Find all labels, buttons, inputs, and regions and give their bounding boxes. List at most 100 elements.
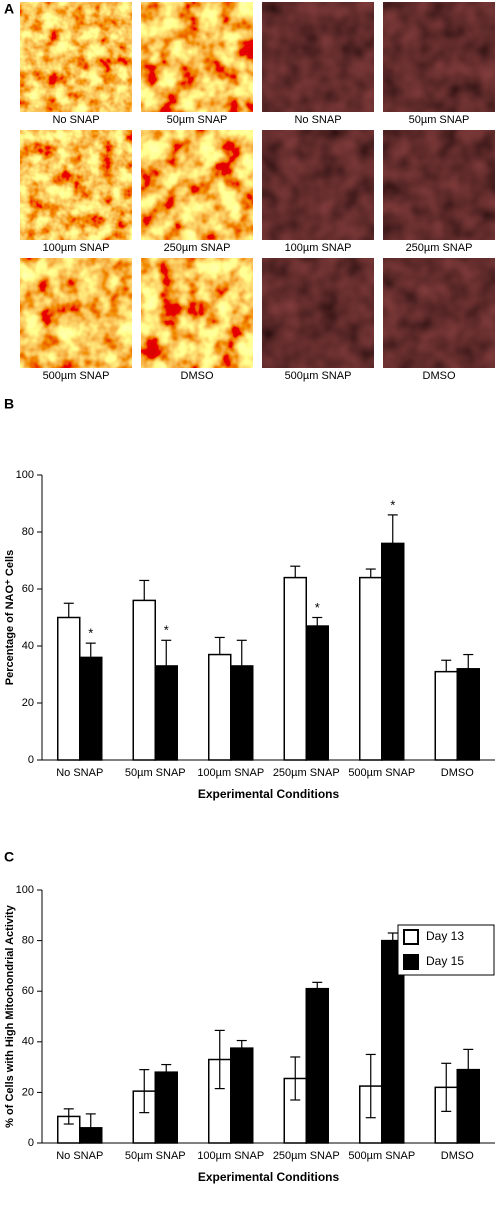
bar	[208, 653, 232, 761]
x-tick-label: 100µm SNAP	[197, 767, 264, 779]
bar	[381, 542, 405, 761]
panel-label: A	[4, 1, 14, 17]
error-bar	[85, 1113, 96, 1143]
image-caption: 100µm SNAP	[43, 242, 110, 254]
error-bar	[387, 514, 398, 544]
error-bar	[236, 1039, 247, 1057]
error-bar	[463, 653, 474, 669]
x-axis-label: Experimental Conditions	[198, 1170, 340, 1184]
error-bar	[312, 616, 323, 627]
x-tick-label: 50µm SNAP	[125, 1150, 186, 1162]
image-caption: 50µm SNAP	[409, 114, 470, 126]
bar	[57, 616, 81, 761]
error-bar	[85, 642, 96, 658]
bar	[230, 665, 254, 761]
image-caption: DMSO	[181, 370, 214, 382]
y-tick-label: 0	[28, 754, 34, 766]
error-bar	[365, 1053, 376, 1119]
error-bar	[161, 1063, 172, 1081]
bar	[434, 670, 458, 761]
micrograph	[141, 2, 253, 112]
micrograph-grid: No SNAP 50µm SNAP No SNAP 50µm SNAP 100µm SN…	[20, 2, 495, 382]
error-bar	[365, 568, 376, 578]
y-tick-label: 60	[22, 583, 34, 595]
bar	[154, 1071, 178, 1144]
y-tick-label: 100	[16, 884, 34, 896]
image-caption: DMSO	[423, 370, 456, 382]
micrograph	[20, 258, 132, 368]
error-bar	[290, 565, 301, 578]
image-caption: 500µm SNAP	[43, 370, 110, 382]
micrograph	[383, 2, 495, 112]
legend-label: Day 15	[426, 954, 464, 968]
micrograph	[383, 258, 495, 368]
y-tick-label: 100	[16, 469, 34, 481]
image-caption: No SNAP	[294, 114, 341, 126]
image-caption: 250µm SNAP	[406, 242, 473, 254]
bar	[359, 576, 383, 761]
y-tick-label: 20	[22, 697, 34, 709]
error-bar	[63, 602, 74, 618]
significance-marker: *	[390, 497, 395, 512]
x-tick-label: 250µm SNAP	[273, 767, 340, 779]
error-bar	[63, 1108, 74, 1125]
significance-marker: *	[88, 626, 93, 641]
micrograph	[20, 130, 132, 240]
error-bar	[139, 1069, 150, 1114]
y-tick-label: 80	[22, 526, 34, 538]
error-bar	[463, 1048, 474, 1091]
error-bar	[214, 636, 225, 655]
y-tick-label: 20	[22, 1086, 34, 1098]
x-tick-label: 250µm SNAP	[273, 1150, 340, 1162]
image-caption: 50µm SNAP	[167, 114, 228, 126]
error-bar	[387, 932, 398, 949]
y-axis-label: Percentage of NAO⁺ Cells	[4, 550, 16, 685]
x-tick-label: 50µm SNAP	[125, 767, 186, 779]
micrograph	[262, 130, 374, 240]
micrograph	[20, 2, 132, 112]
legend-swatch	[403, 929, 419, 945]
panel-label: B	[4, 396, 14, 412]
bar	[456, 668, 480, 761]
bar	[230, 1047, 254, 1144]
significance-marker: *	[164, 623, 169, 638]
micrograph	[262, 258, 374, 368]
image-caption: 500µm SNAP	[285, 370, 352, 382]
bar	[305, 987, 329, 1144]
bar	[79, 656, 103, 761]
image-caption: No SNAP	[52, 114, 99, 126]
x-tick-label: DMSO	[441, 767, 474, 779]
error-bar	[441, 659, 452, 672]
error-bar	[441, 1062, 452, 1112]
error-bar	[139, 579, 150, 601]
panel-label: C	[4, 849, 14, 865]
x-tick-label: 100µm SNAP	[197, 1150, 264, 1162]
x-tick-label: DMSO	[441, 1150, 474, 1162]
x-axis-label: Experimental Conditions	[198, 787, 340, 801]
bar	[283, 576, 307, 761]
x-tick-label: 500µm SNAP	[348, 1150, 415, 1162]
y-axis-label: % of Cells with High Mitochondrial Activ…	[4, 904, 16, 1128]
error-bar	[214, 1029, 225, 1090]
bar	[305, 625, 329, 761]
micrograph	[141, 130, 253, 240]
bar	[154, 665, 178, 761]
error-bar	[236, 639, 247, 666]
micrograph	[141, 258, 253, 368]
y-tick-label: 0	[28, 1137, 34, 1149]
image-caption: 100µm SNAP	[285, 242, 352, 254]
y-tick-label: 80	[22, 935, 34, 947]
x-tick-label: 500µm SNAP	[348, 767, 415, 779]
y-tick-label: 40	[22, 1036, 34, 1048]
error-bar	[161, 639, 172, 666]
x-tick-label: No SNAP	[56, 1150, 103, 1162]
error-bar	[312, 981, 323, 996]
image-caption: 250µm SNAP	[164, 242, 231, 254]
significance-marker: *	[315, 600, 320, 615]
micrograph	[383, 130, 495, 240]
error-bar	[290, 1056, 301, 1101]
y-tick-label: 40	[22, 640, 34, 652]
y-tick-label: 60	[22, 985, 34, 997]
legend-swatch	[403, 954, 419, 970]
